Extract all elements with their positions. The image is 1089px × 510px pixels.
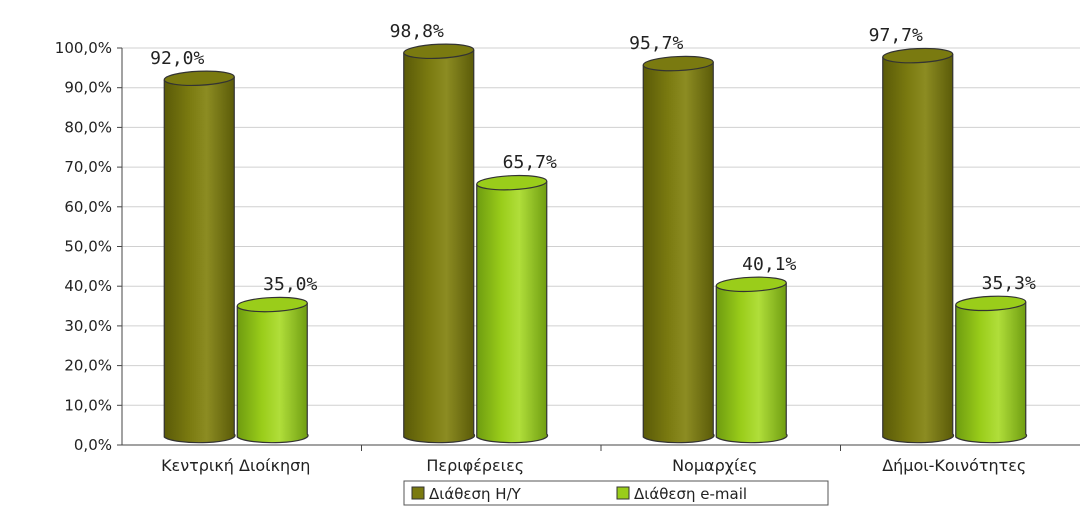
labels-layer: 92,0% 35,0% 98,8% 65,7% 95,7% 40,1% 97,7% 35,3%	[150, 21, 1036, 295]
bar-top-cap	[236, 296, 308, 313]
bar-body	[163, 76, 236, 444]
bars-layer	[163, 43, 1028, 444]
legend: Διάθεση Η/Υ Διάθεση e-mail	[403, 480, 829, 506]
bar-top-cap	[476, 174, 548, 191]
bar-body	[642, 62, 715, 444]
x-tick-label: Νομαρχίες	[672, 456, 757, 475]
y-tick-label: 10,0%	[64, 396, 112, 414]
y-tick-label: 60,0%	[64, 198, 112, 216]
legend-box	[403, 480, 829, 506]
legend-entry: Διάθεση e-mail	[634, 485, 747, 503]
bar-body	[715, 282, 788, 444]
bar	[476, 174, 549, 444]
bar-top-cap	[882, 47, 954, 64]
bar-top-cap	[715, 276, 787, 293]
y-tick-label: 70,0%	[64, 158, 112, 176]
axis-layer: 0,0% 10,0% 20,0% 30,0% 40,0% 50,0% 60,0% 70,0% 8…	[55, 39, 1080, 475]
bar-top-cap	[163, 70, 235, 87]
bar-body	[236, 303, 309, 444]
bar-top-cap	[642, 55, 714, 72]
y-tick-label: 0,0%	[74, 436, 112, 454]
bar-body	[955, 301, 1028, 444]
data-label: 65,7%	[503, 152, 557, 173]
x-tick-label: Κεντρική Διοίκηση	[161, 456, 310, 475]
data-label: 40,1%	[742, 254, 796, 275]
bar-top-cap	[403, 43, 475, 60]
y-tick-label: 100,0%	[55, 39, 112, 57]
data-label: 35,3%	[982, 273, 1036, 294]
data-label: 35,0%	[263, 274, 317, 295]
bar	[642, 55, 715, 444]
legend-swatch	[411, 486, 425, 500]
bar	[955, 295, 1028, 444]
data-label: 95,7%	[629, 33, 683, 54]
y-tick-label: 20,0%	[64, 357, 112, 375]
bar-body	[882, 54, 955, 444]
y-tick-label: 90,0%	[64, 79, 112, 97]
data-label: 92,0%	[150, 48, 204, 69]
bar-body	[476, 181, 549, 444]
y-tick-label: 80,0%	[64, 118, 112, 136]
data-label: 98,8%	[390, 21, 444, 42]
x-tick-label: Περιφέρειες	[426, 456, 524, 475]
bar-top-cap	[955, 295, 1027, 312]
bar	[163, 70, 236, 444]
bar	[403, 43, 476, 444]
legend-entry: Διάθεση Η/Υ	[429, 485, 522, 503]
bar	[715, 276, 788, 444]
x-tick-label: Δήμοι-Κοινότητες	[882, 456, 1026, 475]
bar	[236, 296, 309, 444]
y-tick-label: 40,0%	[64, 277, 112, 295]
y-tick-label: 50,0%	[64, 238, 112, 256]
data-label: 97,7%	[869, 25, 923, 46]
legend-swatch	[616, 486, 630, 500]
bar	[882, 47, 955, 444]
y-tick-label: 30,0%	[64, 317, 112, 335]
bar-body	[403, 49, 476, 444]
